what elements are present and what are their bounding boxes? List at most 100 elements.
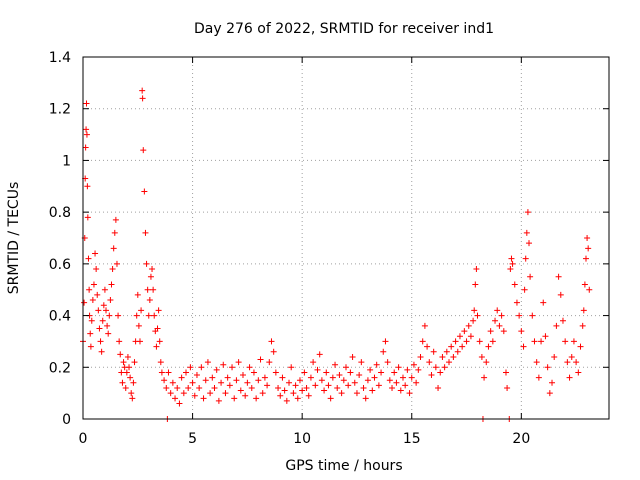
data-point (579, 322, 586, 329)
data-point (97, 338, 104, 345)
data-point (382, 338, 389, 345)
data-point (248, 384, 255, 391)
data-point (81, 299, 88, 306)
data-point (163, 384, 170, 391)
data-point (502, 369, 509, 376)
data-point (531, 338, 538, 345)
data-point (471, 307, 478, 314)
data-point (209, 374, 216, 381)
data-point (540, 299, 547, 306)
data-point (399, 374, 406, 381)
data-point (144, 286, 151, 293)
data-point (279, 374, 286, 381)
data-point (454, 348, 461, 355)
y-axis: 0 0.2 0.4 0.6 0.8 1 1.2 1.4 (49, 50, 609, 428)
data-point (343, 364, 349, 371)
y-tick-label: 0.6 (49, 257, 71, 273)
data-point (395, 364, 402, 371)
data-point (255, 377, 262, 384)
data-point (169, 379, 176, 386)
data-point (573, 359, 580, 366)
data-point (373, 361, 380, 368)
data-point (312, 382, 319, 389)
data-point (103, 307, 110, 314)
data-point (111, 229, 118, 236)
data-point (275, 384, 282, 391)
data-point (136, 338, 143, 345)
data-point (135, 322, 142, 329)
data-point (87, 343, 94, 350)
data-point (128, 390, 135, 397)
data-point (105, 330, 112, 337)
data-point (165, 369, 172, 376)
data-point (133, 312, 140, 319)
data-point (115, 312, 122, 319)
data-point (224, 374, 231, 381)
data-point (301, 369, 308, 376)
data-point (156, 338, 163, 345)
y-tick-label: 1.4 (49, 50, 71, 66)
data-point (82, 144, 89, 151)
data-point (151, 312, 158, 319)
data-point (187, 364, 194, 371)
data-point (408, 374, 415, 381)
data-point (266, 359, 273, 366)
data-point (485, 343, 492, 350)
data-point (415, 366, 422, 373)
data-point (478, 353, 485, 360)
data-point (131, 359, 138, 366)
data-point (83, 131, 90, 138)
y-tick-label: 0 (62, 412, 71, 428)
data-point (314, 366, 321, 373)
data-point (235, 359, 242, 366)
data-point (94, 291, 101, 298)
data-point (120, 359, 127, 366)
y-axis-label: SRMTID / TECUs (6, 182, 22, 295)
data-point (84, 214, 91, 221)
data-point (483, 359, 490, 366)
data-point (389, 384, 396, 391)
data-point (568, 353, 575, 360)
data-point (213, 366, 220, 373)
y-tick-label: 0.8 (49, 205, 71, 221)
data-point (544, 364, 551, 371)
data-point (498, 312, 505, 319)
data-point (129, 395, 136, 402)
data-point (88, 317, 95, 324)
data-point (533, 359, 540, 366)
data-point (402, 382, 409, 389)
data-point (467, 333, 474, 340)
y-tick-label: 0.4 (49, 309, 71, 325)
data-point (513, 299, 520, 306)
data-point (397, 387, 404, 394)
data-point (585, 245, 592, 252)
data-point (521, 286, 528, 293)
data-point (154, 325, 161, 332)
x-tick-label: 15 (403, 431, 421, 447)
data-point (364, 377, 371, 384)
data-point (570, 338, 577, 345)
data-point (452, 338, 459, 345)
data-point (211, 384, 218, 391)
data-point (384, 359, 391, 366)
data-point (83, 126, 90, 133)
data-point (546, 390, 553, 397)
data-point (296, 377, 303, 384)
data-point (553, 322, 560, 329)
data-point (85, 255, 92, 262)
data-point (283, 397, 290, 404)
data-point (178, 374, 185, 381)
data-point (527, 273, 534, 280)
data-point (143, 260, 150, 267)
data-point (150, 286, 157, 293)
x-axis: 0 5 10 15 20 (79, 57, 530, 447)
data-point (323, 369, 330, 376)
data-point (580, 307, 587, 314)
data-point (305, 392, 312, 399)
data-point (244, 379, 251, 386)
data-point (307, 374, 314, 381)
data-point (185, 384, 192, 391)
data-point (83, 100, 90, 107)
data-point (562, 338, 569, 345)
